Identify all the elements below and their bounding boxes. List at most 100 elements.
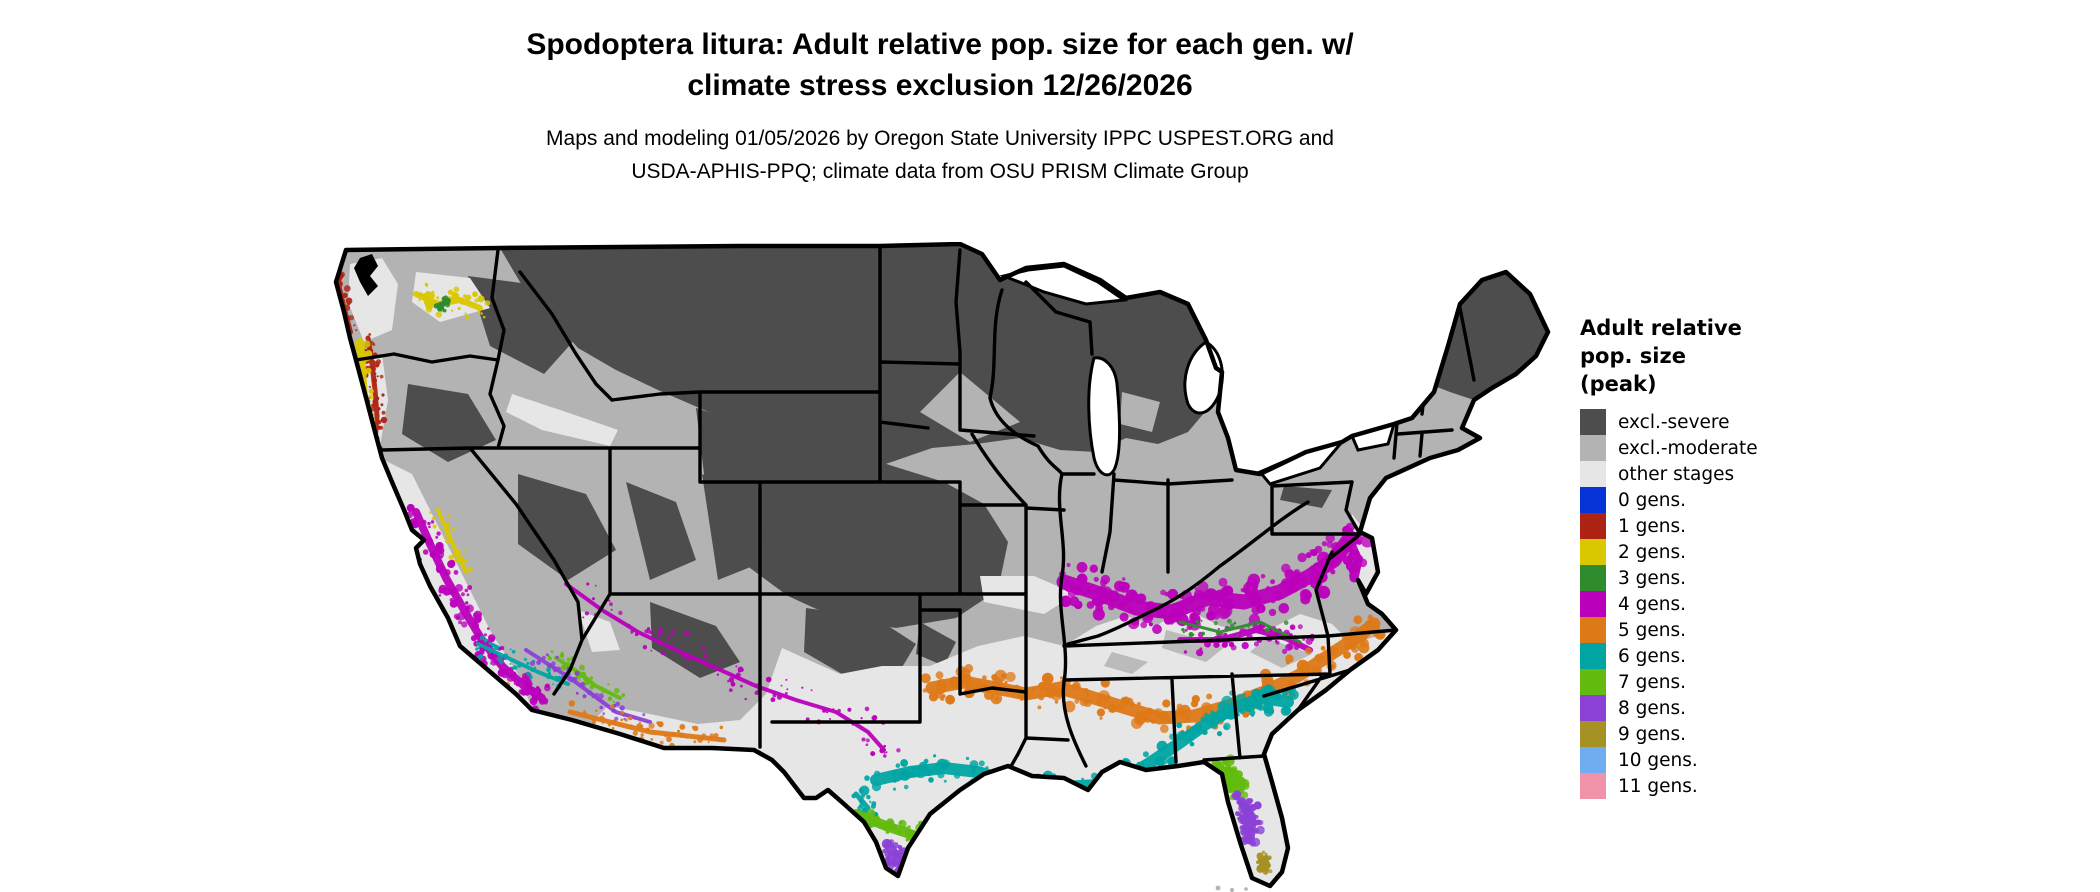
band-speckle (552, 666, 559, 672)
band-speckle (479, 635, 485, 641)
band-speckle (1160, 589, 1166, 596)
band-speckle (526, 661, 530, 665)
band-speckle (646, 629, 652, 634)
band-speckle (1195, 620, 1199, 624)
band-speckle (336, 263, 337, 269)
band-speckle (680, 642, 683, 645)
band-speckle (1353, 615, 1363, 625)
band-speckle (610, 608, 613, 611)
band-speckle (373, 521, 380, 528)
band-speckle (985, 766, 989, 770)
band-speckle (870, 751, 876, 757)
band-speckle (472, 668, 475, 671)
legend-item-gens1: 1 gens. (1580, 513, 1900, 539)
band-speckle (1074, 699, 1080, 704)
band-speckle (1082, 591, 1087, 596)
band-speckle (366, 507, 374, 516)
band-speckle (1229, 623, 1235, 628)
band-speckle (434, 641, 439, 646)
band-speckle (424, 600, 428, 604)
band-speckle (657, 627, 664, 634)
band-speckle (607, 723, 612, 727)
band-speckle (374, 566, 378, 570)
band-speckle (1285, 660, 1290, 665)
band-speckle (463, 548, 467, 552)
band-speckle (374, 586, 381, 593)
band-speckle (385, 506, 388, 510)
band-speckle (975, 804, 982, 812)
band-speckle (343, 285, 351, 292)
band-speckle (870, 803, 876, 809)
band-speckle (1225, 626, 1229, 630)
band-speckle (354, 410, 361, 417)
band-speckle (1223, 768, 1227, 772)
band-speckle (780, 684, 783, 687)
band-speckle (523, 657, 528, 662)
band-speckle (408, 577, 412, 581)
band-speckle (575, 691, 579, 695)
band-speckle (470, 635, 478, 642)
band-speckle (1092, 608, 1105, 621)
band-speckle (968, 797, 973, 801)
band-speckle (483, 633, 487, 637)
band-speckle (426, 622, 431, 627)
band-speckle (638, 721, 641, 724)
band-speckle (402, 557, 411, 566)
band-speckle (678, 732, 685, 738)
page-title: Spodoptera litura: Adult relative pop. s… (0, 24, 1880, 106)
band-speckle (702, 749, 709, 756)
band-speckle (381, 491, 387, 497)
band-speckle (570, 711, 573, 714)
band-speckle (1270, 579, 1276, 585)
band-speckle (357, 458, 364, 465)
band-speckle (878, 823, 885, 830)
band-speckle (478, 676, 484, 682)
band-speckle (1114, 580, 1125, 592)
band-speckle (469, 676, 478, 685)
band-speckle (1152, 624, 1162, 635)
legend-title-line: Adult relative (1580, 316, 1742, 340)
band-speckle (342, 292, 348, 298)
band-speckle (599, 715, 605, 721)
band-speckle (460, 592, 465, 597)
band-speckle (328, 283, 334, 289)
band-speckle (1086, 586, 1095, 595)
band-speckle (666, 736, 672, 743)
band-speckle (403, 578, 406, 582)
band-speckle (945, 694, 955, 705)
band-speckle (1083, 687, 1089, 694)
band-speckle (1372, 624, 1380, 632)
band-speckle (1129, 607, 1134, 613)
band-speckle (409, 571, 415, 578)
band-speckle (1296, 659, 1309, 672)
band-speckle (443, 569, 451, 576)
band-speckle (509, 671, 517, 678)
band-speckle (1243, 698, 1248, 703)
band-speckle (892, 842, 899, 849)
band-speckle (1021, 787, 1031, 797)
band-speckle (364, 520, 369, 525)
band-speckle (455, 653, 465, 662)
band-speckle (874, 815, 880, 821)
band-speckle (474, 674, 481, 681)
band-speckle (1230, 786, 1236, 793)
band-speckle (903, 873, 913, 882)
band-speckle (429, 617, 434, 623)
band-speckle (451, 545, 455, 549)
band-speckle (1249, 821, 1254, 826)
band-speckle (1287, 642, 1294, 650)
band-speckle (1077, 794, 1081, 798)
band-speckle (857, 805, 862, 811)
band-speckle (994, 669, 1007, 682)
band-speckle (371, 507, 375, 511)
legend-title-line: pop. size (1580, 344, 1686, 368)
band-speckle (1170, 602, 1180, 612)
band-speckle (985, 795, 992, 803)
band-speckle (550, 650, 554, 654)
band-speckle (379, 374, 384, 379)
band-speckle (425, 617, 429, 621)
band-speckle (406, 503, 415, 512)
band-speckle (1076, 573, 1088, 585)
band-speckle (398, 542, 403, 546)
band-speckle (1238, 783, 1246, 791)
